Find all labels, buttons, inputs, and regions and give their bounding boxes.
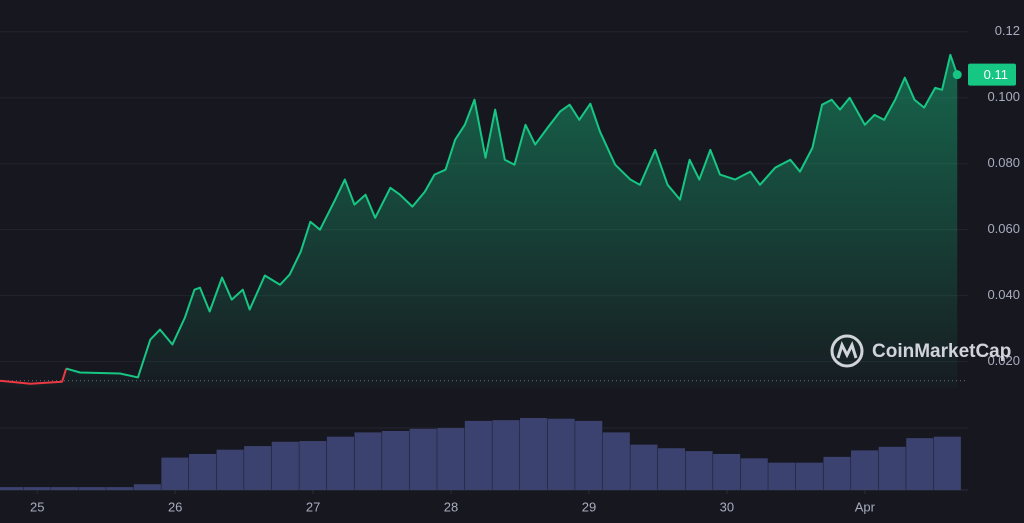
volume-bar [106,487,134,490]
x-tick-label: 25 [30,499,44,514]
volume-bar [602,432,630,490]
volume-bar [216,449,244,490]
volume-bar [271,441,299,490]
logo [830,334,864,368]
price-line [0,368,68,385]
price-label: 0.11 [984,67,1008,82]
volume-bar [0,487,23,490]
volume-bar [78,487,106,490]
volume-bar [244,446,272,490]
x-tick-label: 28 [444,499,458,514]
y-tick-label: 0.080 [987,155,1020,170]
volume-bar [851,450,879,490]
volume-bar [354,432,382,490]
volume-bar [161,457,189,490]
volume-bar [878,446,906,490]
watermark-text: CoinMarketCap [872,341,1011,362]
volume-bar [492,420,520,490]
volume-bar [575,420,603,490]
volume-bar [657,448,686,490]
price-label-box [968,63,1016,86]
volume-bar [299,441,327,490]
volume-bar [326,436,354,490]
x-tick-label: Apr [855,499,876,514]
volume-bar [740,458,768,490]
volume-bar [685,451,713,490]
y-tick-label: 0.100 [987,89,1020,104]
x-tick-label: 29 [582,499,596,514]
volume-bar [464,420,492,490]
volume-bar [188,454,217,490]
price-area [0,54,958,388]
y-tick-label: 0.040 [987,287,1020,302]
volume-bar [906,438,934,490]
volume-bar [133,484,161,490]
volume-bar [382,430,410,490]
logo-mark [836,340,858,359]
x-tick-label: 27 [306,499,320,514]
volume-bar [713,454,741,490]
last-point [952,70,962,80]
watermark: CoinMarketCap [830,334,1011,368]
volume-bar [547,418,575,490]
y-tick-label: 0.020 [987,353,1020,368]
volume-bar [23,487,51,490]
volume-bar [520,418,548,490]
volume-bar [51,487,79,490]
volume-bar [437,428,465,490]
price-line [65,53,959,379]
x-tick-label: 26 [168,499,182,514]
volume-bar [768,462,796,490]
y-tick-label: 0.060 [987,221,1020,236]
y-tick-label: 0.12 [995,23,1020,38]
volume-bar [933,436,961,490]
x-tick-label: 30 [720,499,734,514]
volume-bar [795,462,823,490]
volume-bar [409,428,437,490]
volume-bar [630,444,658,490]
volume-bar [823,456,851,490]
